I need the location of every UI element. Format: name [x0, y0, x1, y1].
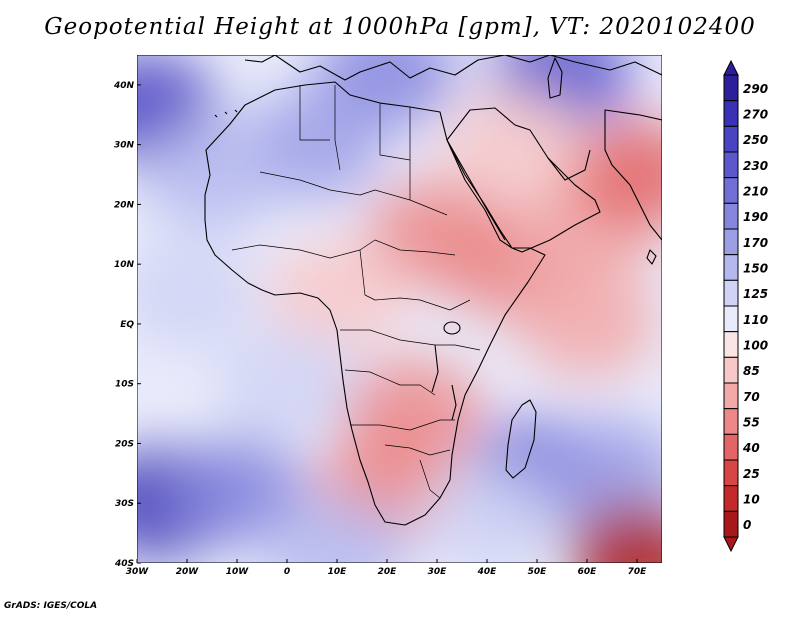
colorbar-swatch — [723, 485, 739, 512]
y-tick-label: 30S — [115, 499, 134, 509]
colorbar-label: 40 — [742, 441, 760, 455]
field-cell — [142, 119, 282, 230]
coastlines — [204, 55, 662, 526]
field-cell — [137, 239, 257, 350]
colorbar-swatch — [723, 382, 739, 410]
field-cell — [442, 89, 582, 200]
field-cell — [267, 239, 407, 350]
x-tick-label: 30W — [126, 567, 150, 577]
x-tick-label: 70E — [628, 567, 648, 577]
madagascar-coastline — [505, 399, 537, 479]
colorbar-swatch — [723, 202, 739, 230]
field-cell — [167, 436, 307, 547]
colorbar-swatch — [723, 305, 739, 333]
field-cell — [542, 418, 662, 529]
colorbar-swatch — [723, 125, 739, 153]
y-tick-label: 10S — [115, 380, 134, 390]
colorbar-swatch — [723, 254, 739, 281]
colorbar-label: 150 — [743, 262, 768, 276]
colorbar-swatch — [723, 228, 739, 256]
persian-gulf — [547, 149, 591, 181]
red-sea — [446, 139, 506, 241]
colorbar-label: 230 — [743, 159, 768, 173]
y-tick-label: 20S — [115, 439, 134, 449]
colorbar-label: 0 — [743, 518, 751, 532]
x-tick-label: 10W — [226, 567, 250, 577]
colorbar-swatch — [723, 74, 739, 102]
colorbar-swatch — [723, 177, 739, 204]
colorbar-top-arrow — [723, 59, 739, 76]
x-tick-label: 20W — [176, 567, 200, 577]
colorbar-swatch — [723, 279, 739, 307]
sri-lanka — [646, 249, 657, 265]
field-shading — [137, 55, 662, 563]
x-tick-label: 0 — [284, 567, 290, 577]
colorbar-swatch — [723, 331, 739, 358]
x-tick-label: 10E — [328, 567, 348, 577]
x-tick-label: 60E — [578, 567, 598, 577]
caspian-sea — [547, 57, 563, 99]
colorbar-label: 55 — [743, 416, 760, 430]
y-tick-label: 30N — [114, 141, 135, 151]
colorbar-swatch — [723, 151, 739, 179]
colorbar-label: 290 — [743, 82, 768, 96]
field-layer — [137, 55, 662, 563]
colorbar-label: 110 — [743, 313, 768, 327]
india-coastline — [604, 109, 662, 241]
colorbar-label: 125 — [743, 287, 768, 301]
lake-tanganyika — [431, 344, 439, 393]
lake-victoria — [443, 321, 461, 335]
colorbar-label: 190 — [743, 210, 768, 224]
colorbar-label: 85 — [743, 364, 760, 378]
y-tick-label: 20N — [114, 200, 135, 210]
field-cell — [567, 119, 662, 230]
colorbar-swatch — [723, 356, 739, 384]
lake-malawi — [451, 384, 457, 421]
x-tick-label: 20E — [378, 567, 398, 577]
x-tick-label: 30E — [428, 567, 448, 577]
colorbar-label: 25 — [743, 467, 760, 481]
colorbar-label: 100 — [743, 339, 768, 353]
colorbar-swatch — [723, 433, 739, 461]
field-cell — [517, 268, 657, 379]
field-cell — [567, 502, 662, 563]
field-cell — [267, 496, 407, 563]
y-tick-label: EQ — [120, 320, 134, 330]
field-cell — [217, 328, 357, 439]
grads-credit: GrADS: IGES/COLA — [4, 601, 98, 611]
axes: 30W 20W 10W 0 10E 20E 30E 40E 50E 60E 70E 40N 30N 20N… — [113, 81, 647, 577]
colorbar-swatch — [723, 459, 739, 487]
y-tick-label: 40N — [113, 81, 135, 91]
country-borders — [231, 85, 481, 499]
colorbar-swatch — [723, 408, 739, 435]
arabia-coastline — [446, 107, 601, 253]
colorbar-swatch — [723, 100, 739, 127]
colorbar: 2902702502302101901701501251101008570554… — [723, 59, 768, 553]
colorbar-label: 170 — [743, 236, 768, 250]
canary-islands — [214, 109, 238, 118]
colorbar-label: 250 — [743, 133, 768, 147]
x-tick-label: 50E — [528, 567, 548, 577]
x-tick-label: 40E — [477, 567, 498, 577]
y-tick-label: 10N — [114, 260, 135, 270]
colorbar-label: 210 — [743, 185, 768, 199]
chart-title: Geopotential Height at 1000hPa [gpm], VT… — [44, 14, 756, 40]
africa-coastline — [204, 81, 546, 526]
europe-coastline — [244, 55, 662, 81]
colorbar-bottom-arrow — [723, 536, 739, 553]
y-tick-label: 40S — [114, 559, 134, 569]
colorbar-swatch — [723, 510, 739, 538]
field-cell — [417, 466, 557, 563]
colorbar-label: 270 — [743, 108, 768, 122]
colorbar-label: 10 — [743, 493, 760, 507]
colorbar-label: 70 — [743, 390, 760, 404]
